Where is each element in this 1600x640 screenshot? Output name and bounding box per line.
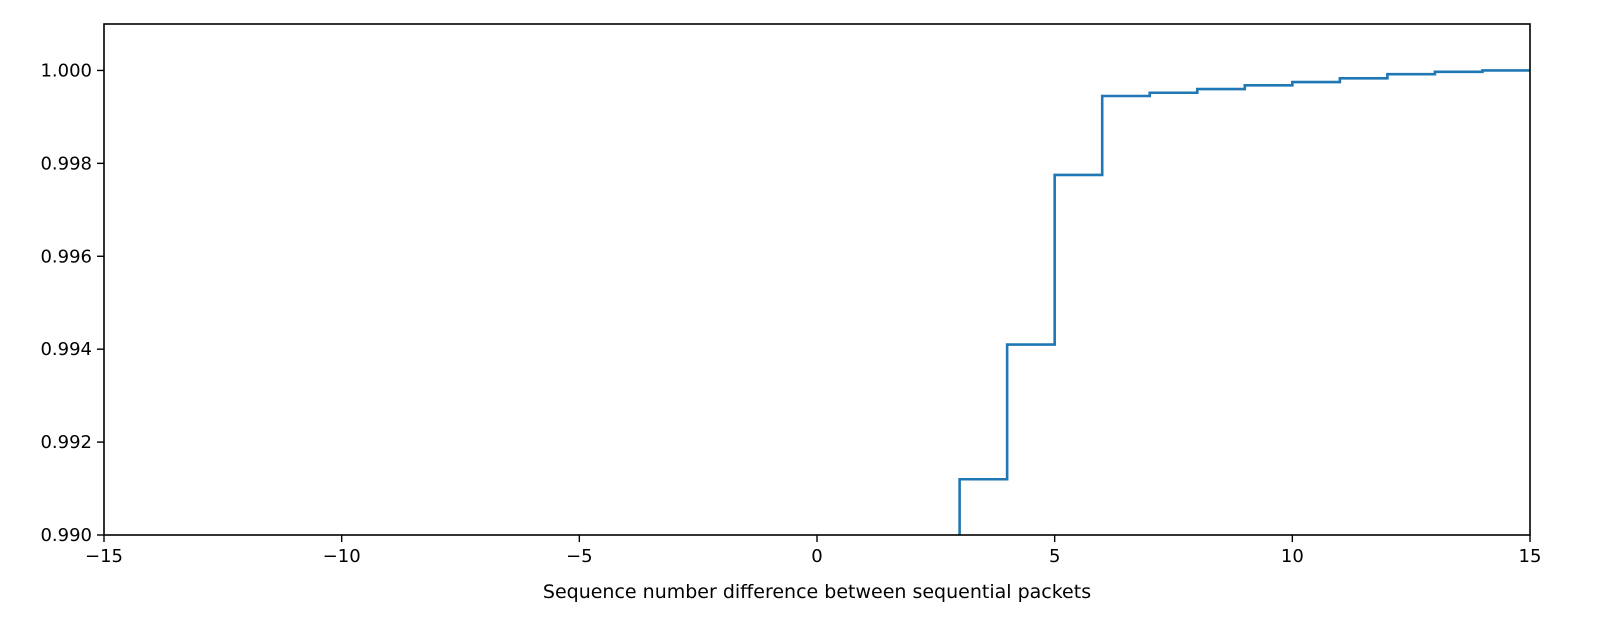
- y-tick-label: 0.992: [40, 432, 92, 453]
- plot-frame: [103, 23, 1531, 536]
- x-tick-label: 15: [1519, 546, 1542, 567]
- x-axis: −15 −10 −5 0 5 10 15: [85, 535, 1541, 567]
- y-tick-label: 1.000: [40, 60, 92, 81]
- y-tick-label: 0.998: [40, 153, 92, 174]
- x-tick-label: 0: [811, 546, 822, 567]
- plot-area: [958, 69, 1530, 535]
- x-tick-label: 5: [1049, 546, 1060, 567]
- x-tick-label: −5: [566, 546, 593, 567]
- x-tick-label: −15: [85, 546, 123, 567]
- y-tick-label: 0.990: [40, 525, 92, 546]
- y-tick-label: 0.996: [40, 246, 92, 267]
- cdf-step-line: [958, 69, 1530, 535]
- y-axis: 0.990 0.992 0.994 0.996 0.998 1.000: [40, 60, 104, 546]
- x-tick-label: 10: [1281, 546, 1304, 567]
- y-tick-label: 0.994: [40, 339, 92, 360]
- x-tick-label: −10: [323, 546, 361, 567]
- x-axis-label: Sequence number difference between seque…: [543, 581, 1091, 603]
